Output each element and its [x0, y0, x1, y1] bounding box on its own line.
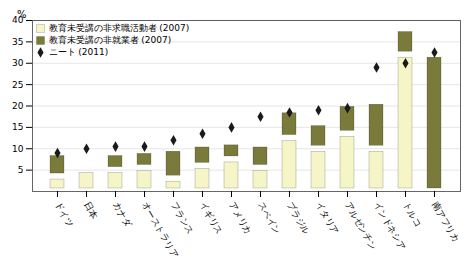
svg-text:スペイン: スペイン: [256, 200, 283, 236]
svg-text:ドイツ: ドイツ: [53, 200, 75, 228]
svg-text:20: 20: [12, 101, 24, 111]
svg-text:南アフリカ: 南アフリカ: [430, 200, 461, 244]
svg-text:%: %: [17, 9, 27, 20]
svg-text:トルコ: トルコ: [401, 200, 423, 228]
svg-text:アメリカ: アメリカ: [227, 200, 254, 236]
svg-text:フランス: フランス: [169, 200, 196, 236]
svg-text:イタリア: イタリア: [314, 200, 341, 236]
svg-text:40: 40: [12, 15, 24, 26]
svg-text:教育未受講の非就業者 (2007): 教育未受講の非就業者 (2007): [49, 35, 172, 45]
svg-text:30: 30: [12, 58, 24, 68]
svg-text:15: 15: [12, 122, 23, 132]
svg-text:アルゼンチン: アルゼンチン: [343, 200, 379, 252]
svg-text:教育未受講の非求職活動者 (2007): 教育未受講の非求職活動者 (2007): [49, 23, 190, 33]
svg-text:カナダ: カナダ: [111, 200, 134, 229]
svg-text:10: 10: [12, 144, 24, 154]
svg-text:イギリス: イギリス: [198, 200, 225, 236]
svg-text:ニート (2011): ニート (2011): [49, 47, 109, 57]
svg-text:オーストラリア: オーストラリア: [140, 199, 181, 260]
svg-text:5: 5: [18, 165, 24, 175]
svg-text:25: 25: [12, 80, 23, 90]
svg-text:ブラジル: ブラジル: [285, 200, 312, 236]
svg-text:日本: 日本: [82, 200, 100, 221]
svg-text:35: 35: [12, 37, 23, 47]
svg-text:インドネシア: インドネシア: [372, 200, 408, 252]
